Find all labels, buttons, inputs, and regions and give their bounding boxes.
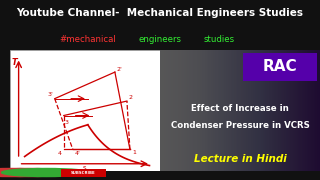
Text: engineers: engineers [139, 35, 181, 44]
Text: 4': 4' [74, 151, 80, 156]
Text: RAC: RAC [263, 59, 297, 74]
Bar [243, 53, 317, 80]
Text: Effect of Increase in: Effect of Increase in [191, 104, 289, 113]
Text: 2: 2 [129, 95, 133, 100]
Text: Condenser Pressure in VCRS: Condenser Pressure in VCRS [171, 121, 309, 130]
Text: Lecture in Hindi: Lecture in Hindi [194, 154, 286, 164]
Circle shape [0, 168, 56, 177]
Text: T: T [11, 58, 17, 67]
Text: 4: 4 [58, 151, 61, 156]
Text: s: s [83, 165, 87, 171]
Text: 2': 2' [116, 66, 122, 71]
Text: Youtube Channel-  Mechanical Engineers Studies: Youtube Channel- Mechanical Engineers St… [17, 8, 303, 18]
Text: 3': 3' [47, 93, 53, 97]
Bar [61, 170, 106, 177]
Circle shape [0, 168, 74, 177]
Text: studies: studies [203, 35, 234, 44]
Circle shape [2, 168, 91, 177]
Text: 3: 3 [65, 120, 68, 125]
Text: SUBSCRIBE: SUBSCRIBE [71, 170, 95, 175]
Text: 1: 1 [132, 150, 136, 155]
Text: #mechanical: #mechanical [59, 35, 116, 44]
